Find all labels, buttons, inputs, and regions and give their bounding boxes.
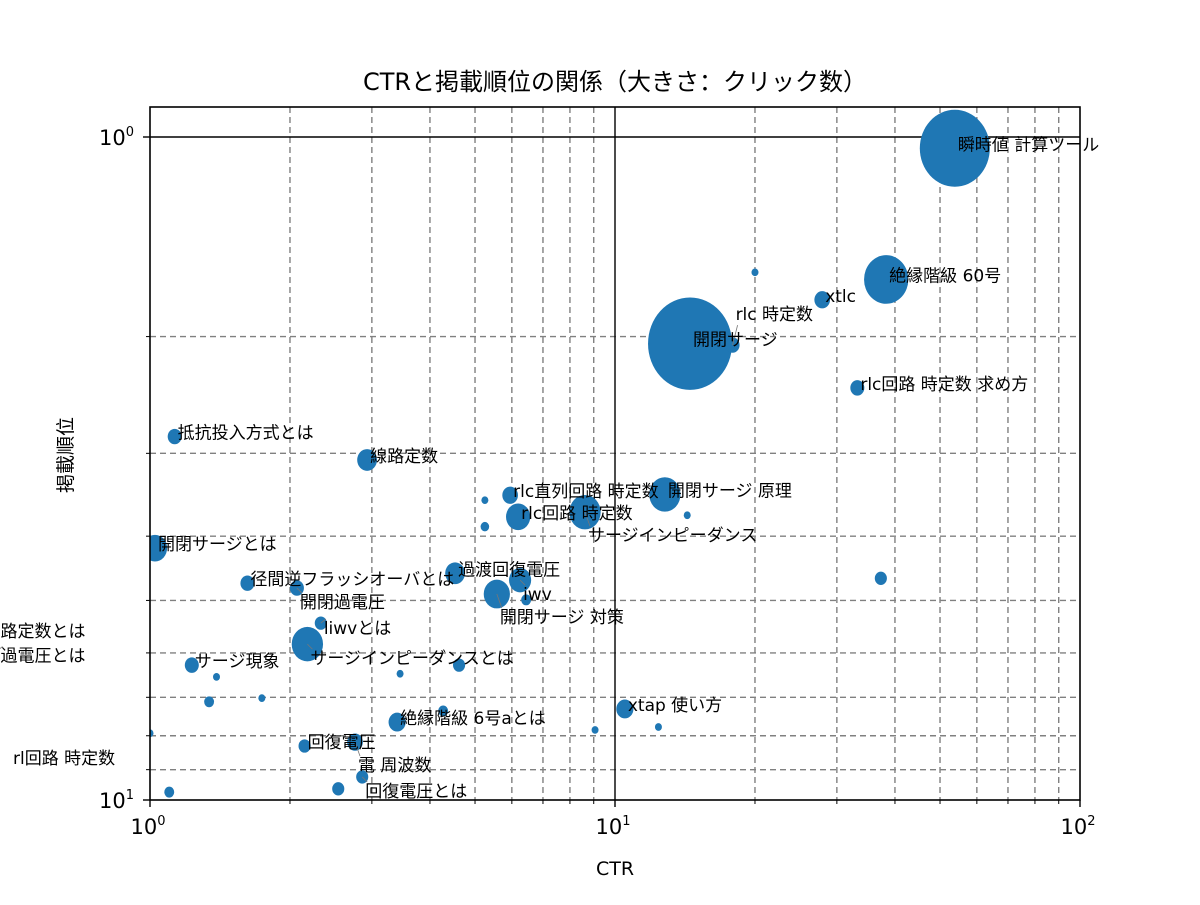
- data-point: [683, 511, 691, 520]
- y-axis-label: 掲載順位: [55, 417, 77, 493]
- label-leader-line: [307, 643, 313, 650]
- data-point: [654, 723, 662, 731]
- x-tick-label: 101: [595, 814, 630, 839]
- label-leader-line: [732, 324, 738, 346]
- data-point-label: iwv: [523, 585, 552, 605]
- data-point: [438, 705, 449, 717]
- data-point: [649, 477, 681, 512]
- data-point-label: rlc回路 時定数 求め方: [860, 375, 1028, 395]
- data-point-label: 絶縁階級 6号aとは: [400, 709, 546, 729]
- data-point-label: 開閉サージ 対策: [500, 608, 624, 628]
- data-point-label: xtap 使い方: [628, 695, 722, 716]
- label-leader-line: [584, 512, 591, 527]
- label-leader-line: [296, 587, 303, 594]
- data-point-label: rlc 時定数: [736, 305, 813, 325]
- data-point-label: 開閉サージとは: [158, 535, 277, 555]
- data-point: [396, 669, 404, 678]
- data-point: [506, 503, 531, 531]
- data-point: [616, 699, 634, 719]
- grid-lines: [150, 107, 1080, 800]
- data-point-label: サージインピーダンス: [588, 526, 757, 546]
- data-point-label: 回復電圧とは: [365, 782, 467, 802]
- data-point-label: 過電圧とは: [1, 647, 86, 667]
- data-point: [240, 575, 255, 591]
- data-point: [184, 657, 199, 673]
- y-tick-label: 101: [99, 788, 134, 813]
- data-point-label: liwvとは: [324, 619, 391, 639]
- data-point: [521, 594, 532, 606]
- data-point: [850, 380, 865, 396]
- data-point: [648, 297, 733, 390]
- chart-title: CTRと掲載順位の関係（大きさ：クリック数）: [363, 68, 867, 96]
- data-point: [388, 712, 406, 732]
- label-leader-lines: [0, 324, 738, 783]
- data-point-label: 線路定数: [370, 447, 438, 467]
- data-point: [332, 782, 345, 796]
- data-point-label: 瞬時値 計算ツール: [958, 135, 1099, 155]
- x-axis-label: CTR: [596, 858, 634, 880]
- data-point: [258, 694, 266, 702]
- data-point-label: 路定数とは: [1, 622, 86, 642]
- data-point: [213, 672, 221, 681]
- data-point: [445, 562, 465, 585]
- x-tick-label: 100: [130, 814, 165, 839]
- data-point: [874, 571, 887, 585]
- data-point: [864, 255, 909, 304]
- label-leader-line: [496, 593, 503, 609]
- data-point-label: 過渡回復電圧: [458, 560, 560, 580]
- label-leader-line: [519, 579, 526, 586]
- data-point-label: 開閉サージ 原理: [668, 481, 792, 501]
- data-point: [204, 696, 215, 708]
- data-point-label: サージインピーダンスとは: [310, 649, 513, 669]
- data-point: [167, 428, 182, 445]
- data-point-label: rl回路 時定数: [13, 749, 115, 769]
- data-point-label: 開閉過電圧: [300, 593, 385, 613]
- data-point-label: 抵抗投入方式とは: [178, 424, 314, 444]
- data-point-label: 電 周波数: [358, 756, 431, 776]
- label-leader-line: [320, 618, 327, 624]
- data-point: [919, 109, 990, 187]
- data-point: [347, 733, 363, 751]
- data-point-label: サージ現象: [195, 652, 280, 672]
- data-point: [452, 658, 466, 672]
- data-point-label: xtlc: [825, 287, 856, 307]
- data-point-label: rlc回路 時定数: [521, 504, 632, 524]
- data-point: [481, 496, 489, 505]
- label-leader-line: [0, 646, 3, 650]
- data-point-label: 径間逆フラッシオーバとは: [250, 570, 454, 590]
- data-point: [357, 449, 377, 471]
- data-point: [164, 786, 175, 798]
- data-point: [150, 534, 168, 562]
- label-leader-line: [361, 776, 368, 783]
- data-point: [814, 291, 831, 309]
- x-tick-label: 102: [1060, 814, 1095, 839]
- data-point-label: 絶縁階級 60号: [889, 266, 1001, 286]
- data-point: [502, 486, 518, 504]
- data-point: [150, 729, 154, 738]
- data-point: [751, 268, 759, 277]
- data-point-label: 回復電圧: [308, 733, 376, 753]
- data-point: [591, 726, 599, 734]
- data-point: [298, 739, 311, 753]
- data-point-label: rlc直列回路 時定数: [513, 482, 658, 502]
- label-leader-line: [354, 742, 361, 757]
- y-tick-label: 100: [99, 125, 134, 150]
- data-point: [480, 521, 490, 532]
- data-point-label: 開閉サージ: [693, 331, 778, 351]
